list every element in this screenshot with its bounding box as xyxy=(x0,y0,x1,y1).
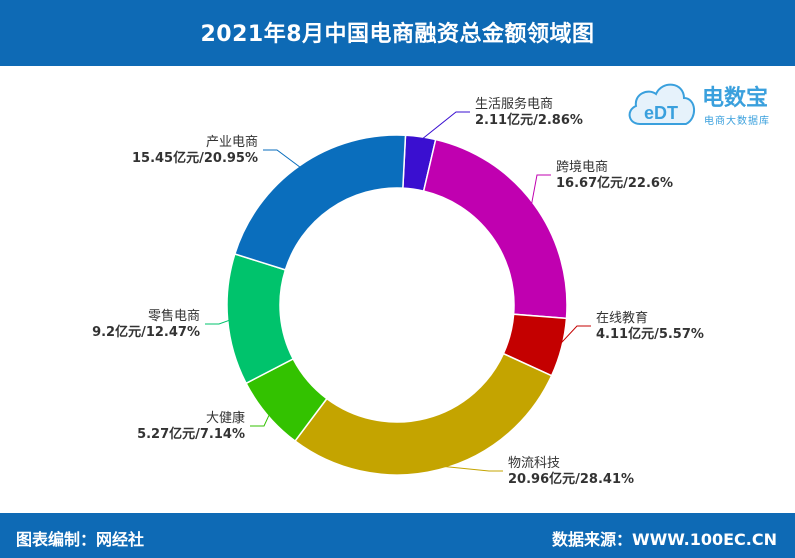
logo-mark: eDT xyxy=(644,103,678,123)
slice-value-label: 2.11亿元/2.86% xyxy=(475,112,583,128)
leader-line-1 xyxy=(419,111,470,142)
slice-7 xyxy=(233,134,407,271)
slice-value-label: 5.27亿元/7.14% xyxy=(137,426,245,442)
cloud-logo-icon: eDT xyxy=(628,83,695,125)
slice-name-label: 在线教育 xyxy=(596,310,648,326)
slice-name-label: 产业电商 xyxy=(206,135,258,150)
slice-name-label: 跨境电商 xyxy=(556,160,608,175)
leader-line-4 xyxy=(437,465,503,472)
compiler-credit: 图表编制：网经社 xyxy=(16,530,145,549)
slice-value-label: 15.45亿元/20.95% xyxy=(132,150,258,166)
leader-line-3 xyxy=(557,325,591,348)
leader-line-6 xyxy=(205,318,232,325)
header-banner: 2021年8月中国电商融资总金额领域图 xyxy=(0,0,795,66)
logo-brand: 电数宝 xyxy=(702,86,769,111)
leader-line-2 xyxy=(530,174,551,208)
slice-6 xyxy=(226,253,295,385)
data-source: 数据来源：WWW.100EC.CN xyxy=(551,530,777,549)
slice-name-label: 生活服务电商 xyxy=(475,96,553,112)
logo-tagline: 电商大数据库 xyxy=(704,116,770,127)
page-title: 2021年8月中国电商融资总金额领域图 xyxy=(200,22,595,47)
slice-name-label: 物流科技 xyxy=(508,456,560,471)
slice-name-label: 零售电商 xyxy=(148,308,200,324)
slice-value-label: 4.11亿元/5.57% xyxy=(596,326,704,342)
leader-lines xyxy=(205,111,591,472)
slice-value-label: 16.67亿元/22.6% xyxy=(556,175,673,191)
slice-2 xyxy=(422,138,568,320)
slice-value-label: 20.96亿元/28.41% xyxy=(508,471,634,487)
donut-slices xyxy=(226,134,568,476)
slice-value-label: 9.2亿元/12.47% xyxy=(92,324,200,340)
slice-name-label: 大健康 xyxy=(206,410,245,426)
footer-banner: 图表编制：网经社 数据来源：WWW.100EC.CN xyxy=(0,513,795,558)
leader-line-7 xyxy=(263,149,303,170)
leader-line-5 xyxy=(250,412,271,427)
edt-logo: eDT 电数宝 电商大数据库 xyxy=(624,74,789,134)
